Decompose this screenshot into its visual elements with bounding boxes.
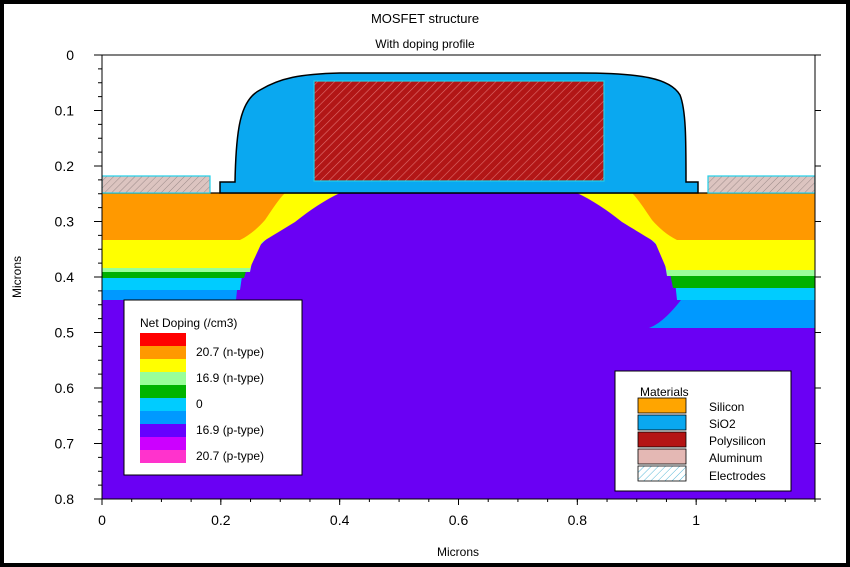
y-tick-label: 0.7 — [55, 436, 75, 452]
y-tick-label: 0 — [66, 47, 74, 63]
x-tick-label: 0.6 — [449, 512, 469, 528]
y-axis: 0 0.1 0.2 0.3 0.4 0.5 0.6 0.7 0.8 — [55, 47, 821, 507]
doping-label-3: 16.9 (p-type) — [196, 423, 264, 437]
doping-swatch — [140, 424, 186, 437]
drain-doping — [577, 193, 815, 328]
chart-subtitle: With doping profile — [375, 37, 475, 51]
source-band-n-high — [102, 193, 285, 240]
doping-swatch — [140, 372, 186, 385]
doping-legend: Net Doping (/cm3) 20.7 (n-type) 16.9 (n-… — [123, 299, 303, 476]
x-axis-label: Microns — [437, 545, 479, 559]
material-label-polysilicon: Polysilicon — [709, 434, 766, 448]
material-swatch-polysilicon — [637, 431, 687, 448]
doping-label-2: 0 — [196, 397, 203, 411]
polysilicon-gate — [313, 80, 605, 182]
doping-swatch — [140, 385, 186, 398]
y-tick-label: 0.5 — [55, 325, 75, 341]
materials-legend-title: Materials — [640, 385, 689, 399]
x-tick-label: 0.2 — [211, 512, 231, 528]
material-label-electrodes: Electrodes — [709, 469, 766, 483]
material-label-silicon: Silicon — [709, 400, 744, 414]
doping-swatch — [140, 450, 186, 463]
drain-aluminum-contact — [707, 175, 815, 194]
material-swatch-silicon — [637, 397, 687, 414]
plot-area — [102, 55, 815, 499]
source-aluminum-contact — [102, 175, 211, 194]
material-swatch-sio2 — [637, 414, 687, 431]
material-swatch-electrodes — [637, 465, 687, 482]
y-tick-label: 0.3 — [55, 214, 75, 230]
y-tick-label: 0.8 — [55, 491, 75, 507]
y-tick-label: 0.4 — [55, 269, 75, 285]
doping-swatch — [140, 346, 186, 359]
doping-swatch — [140, 398, 186, 411]
doping-label-1: 16.9 (n-type) — [196, 371, 264, 385]
y-tick-label: 0.2 — [55, 158, 75, 174]
y-tick-label: 0.1 — [55, 103, 75, 119]
material-label-sio2: SiO2 — [709, 417, 736, 431]
doping-swatches — [140, 333, 186, 463]
doping-swatch — [140, 411, 186, 424]
doping-label-0: 20.7 (n-type) — [196, 345, 264, 359]
doping-swatch — [140, 333, 186, 346]
material-label-aluminum: Aluminum — [709, 451, 762, 465]
x-tick-label: 0 — [98, 512, 106, 528]
y-tick-label: 0.6 — [55, 380, 75, 396]
x-axis: 0 0.2 0.4 0.6 0.8 1 — [98, 499, 816, 528]
material-swatch-aluminum — [637, 448, 687, 465]
chart-title: MOSFET structure — [371, 11, 479, 26]
x-tick-label: 0.4 — [330, 512, 350, 528]
drain-band-n-high — [632, 193, 815, 240]
doping-legend-title: Net Doping (/cm3) — [140, 316, 237, 330]
doping-swatch — [140, 359, 186, 372]
doping-label-4: 20.7 (p-type) — [196, 449, 264, 463]
y-axis-label: Microns — [10, 256, 24, 298]
doping-swatch — [140, 437, 186, 450]
x-tick-label: 0.8 — [568, 512, 588, 528]
materials-legend: Materials Silicon SiO2 Polysilicon Alumi… — [614, 370, 792, 492]
x-tick-label: 1 — [692, 512, 700, 528]
